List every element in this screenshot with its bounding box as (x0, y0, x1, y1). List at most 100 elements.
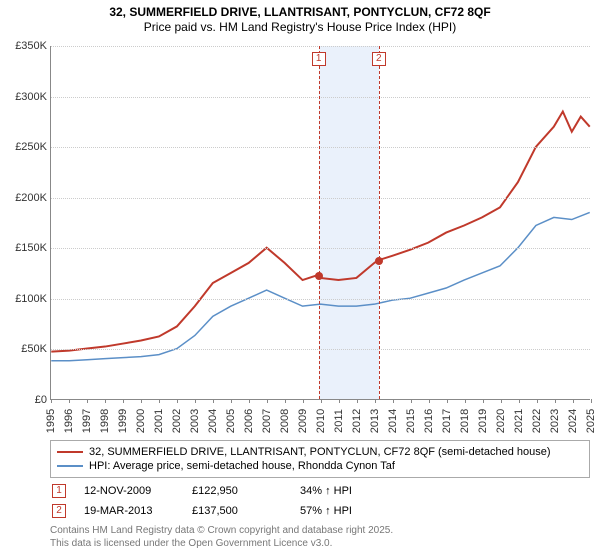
plot-area: £0£50K£100K£150K£200K£250K£300K£350K1995… (50, 46, 590, 400)
chart-lines-svg (51, 46, 590, 399)
grid-line (51, 198, 590, 199)
y-axis-tick-label: £300K (3, 91, 47, 103)
y-axis-tick-label: £100K (3, 293, 47, 305)
x-axis-tick-label: 1996 (63, 409, 75, 433)
x-axis-tick (483, 399, 484, 403)
x-axis-tick (69, 399, 70, 403)
sale-price: £137,500 (192, 505, 282, 517)
x-axis-tick (447, 399, 448, 403)
x-axis-tick (177, 399, 178, 403)
x-axis-tick (537, 399, 538, 403)
x-axis-tick-label: 2013 (369, 409, 381, 433)
chart-title-line2: Price paid vs. HM Land Registry's House … (0, 20, 600, 38)
x-axis-tick (555, 399, 556, 403)
x-axis-tick-label: 2007 (261, 409, 273, 433)
grid-line (51, 248, 590, 249)
grid-line (51, 147, 590, 148)
series-line (51, 212, 589, 360)
x-axis-tick-label: 2010 (315, 409, 327, 433)
grid-line (51, 299, 590, 300)
x-axis-tick-label: 1997 (81, 409, 93, 433)
x-axis-tick-label: 2022 (531, 409, 543, 433)
legend-label: HPI: Average price, semi-detached house,… (89, 460, 395, 472)
footnote-line: Contains HM Land Registry data © Crown c… (50, 524, 590, 537)
x-axis-tick-label: 2016 (423, 409, 435, 433)
x-axis-tick-label: 2025 (585, 409, 597, 433)
x-axis-tick (249, 399, 250, 403)
sale-record-row: 2 19-MAR-2013 £137,500 57% ↑ HPI (50, 498, 590, 518)
x-axis-tick (159, 399, 160, 403)
x-axis-tick-label: 2008 (279, 409, 291, 433)
x-axis-tick-label: 2021 (513, 409, 525, 433)
sale-marker-line (319, 46, 320, 399)
footnote: Contains HM Land Registry data © Crown c… (50, 518, 590, 550)
x-axis-tick-label: 2017 (441, 409, 453, 433)
x-axis-tick (141, 399, 142, 403)
x-axis-tick (123, 399, 124, 403)
x-axis-tick (339, 399, 340, 403)
sale-date: 12-NOV-2009 (84, 485, 174, 497)
x-axis-tick (465, 399, 466, 403)
y-axis-tick-label: £250K (3, 141, 47, 153)
x-axis-tick (591, 399, 592, 403)
x-axis-tick (195, 399, 196, 403)
sale-date: 19-MAR-2013 (84, 505, 174, 517)
x-axis-tick (393, 399, 394, 403)
legend-label: 32, SUMMERFIELD DRIVE, LLANTRISANT, PONT… (89, 446, 551, 458)
x-axis-tick-label: 1998 (99, 409, 111, 433)
sale-marker-icon: 1 (52, 484, 66, 498)
legend-swatch-icon (57, 451, 83, 453)
x-axis-tick (375, 399, 376, 403)
x-axis-tick-label: 2019 (477, 409, 489, 433)
x-axis-tick-label: 2002 (171, 409, 183, 433)
x-axis-tick-label: 2012 (351, 409, 363, 433)
y-axis-tick-label: £200K (3, 192, 47, 204)
sale-marker-line (379, 46, 380, 399)
x-axis-tick-label: 2020 (495, 409, 507, 433)
x-axis-tick-label: 2006 (243, 409, 255, 433)
x-axis-tick (87, 399, 88, 403)
x-axis-tick (105, 399, 106, 403)
x-axis-tick-label: 2015 (405, 409, 417, 433)
legend-frame: 32, SUMMERFIELD DRIVE, LLANTRISANT, PONT… (50, 440, 590, 478)
sale-point-icon (315, 272, 323, 280)
y-axis-tick-label: £0 (3, 394, 47, 406)
x-axis-tick (411, 399, 412, 403)
sale-record-row: 1 12-NOV-2009 £122,950 34% ↑ HPI (50, 478, 590, 498)
price-chart: 32, SUMMERFIELD DRIVE, LLANTRISANT, PONT… (0, 0, 600, 560)
x-axis-tick (519, 399, 520, 403)
x-axis-tick (357, 399, 358, 403)
x-axis-tick-label: 2014 (387, 409, 399, 433)
chart-title-line1: 32, SUMMERFIELD DRIVE, LLANTRISANT, PONT… (0, 0, 600, 20)
grid-line (51, 46, 590, 47)
x-axis-tick-label: 2018 (459, 409, 471, 433)
legend-row: 32, SUMMERFIELD DRIVE, LLANTRISANT, PONT… (57, 445, 583, 459)
x-axis-tick (501, 399, 502, 403)
x-axis-tick-label: 2001 (153, 409, 165, 433)
x-axis-tick-label: 2011 (333, 409, 345, 433)
legend-swatch-icon (57, 465, 83, 467)
x-axis-tick-label: 2000 (135, 409, 147, 433)
sale-marker-box: 2 (372, 52, 386, 66)
grid-line (51, 97, 590, 98)
y-axis-tick-label: £50K (3, 343, 47, 355)
x-axis-tick (213, 399, 214, 403)
sale-marker-box: 1 (312, 52, 326, 66)
x-axis-tick-label: 2005 (225, 409, 237, 433)
sale-vs-hpi: 57% ↑ HPI (300, 505, 390, 517)
x-axis-tick-label: 2004 (207, 409, 219, 433)
legend-row: HPI: Average price, semi-detached house,… (57, 459, 583, 473)
sale-vs-hpi: 34% ↑ HPI (300, 485, 390, 497)
y-axis-tick-label: £150K (3, 242, 47, 254)
x-axis-tick-label: 1999 (117, 409, 129, 433)
x-axis-tick (51, 399, 52, 403)
x-axis-tick (573, 399, 574, 403)
grid-line (51, 349, 590, 350)
sale-marker-icon: 2 (52, 504, 66, 518)
x-axis-tick-label: 2003 (189, 409, 201, 433)
y-axis-tick-label: £350K (3, 40, 47, 52)
legend-and-footer: 32, SUMMERFIELD DRIVE, LLANTRISANT, PONT… (50, 440, 590, 550)
x-axis-tick-label: 2024 (567, 409, 579, 433)
sale-price: £122,950 (192, 485, 282, 497)
x-axis-tick (267, 399, 268, 403)
